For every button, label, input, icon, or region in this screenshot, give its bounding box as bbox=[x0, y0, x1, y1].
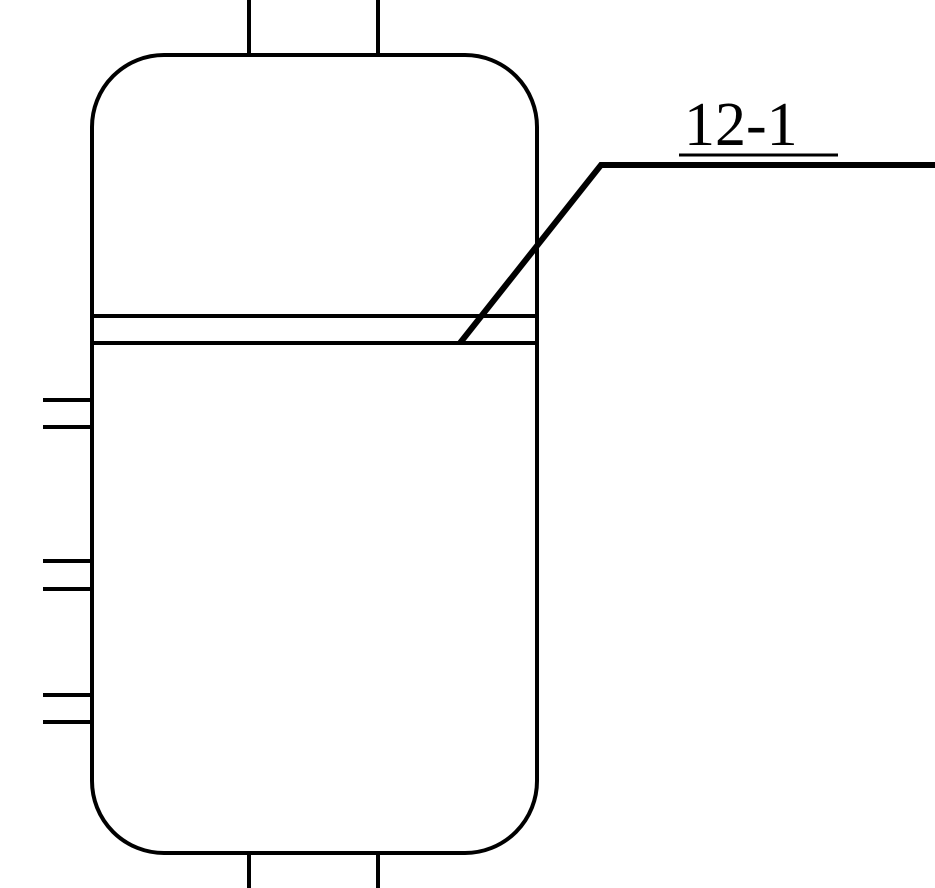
vessel-body bbox=[92, 55, 537, 853]
callout-label: 12-1 bbox=[684, 90, 798, 161]
